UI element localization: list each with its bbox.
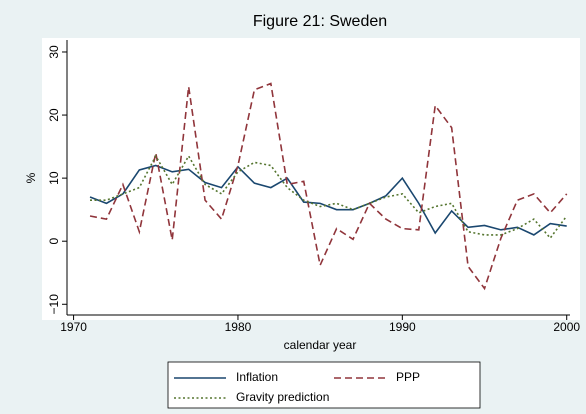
y-axis-label: % [24,172,38,183]
x-axis-label: calendar year [284,338,357,352]
x-tick-label: 1970 [60,320,87,334]
legend-label: PPP [396,370,420,384]
legend-box [167,361,481,409]
y-tick-label: 30 [47,45,61,59]
y-tick-label: 0 [47,238,61,245]
legend-label: Inflation [236,370,278,384]
plot-background [42,38,580,320]
legend-label: Gravity prediction [236,390,329,404]
y-tick-label: −10 [47,294,61,315]
x-tick-label: 1980 [225,320,252,334]
series-line [89,164,567,236]
chart-title: Figure 21: Sweden [253,13,387,30]
series-line [90,154,568,240]
x-tick-label: 2000 [553,320,580,334]
x-tick-label: 1990 [389,320,416,334]
series-line [89,82,568,291]
y-tick-label: 10 [47,171,61,185]
y-tick-label: 20 [47,108,61,122]
